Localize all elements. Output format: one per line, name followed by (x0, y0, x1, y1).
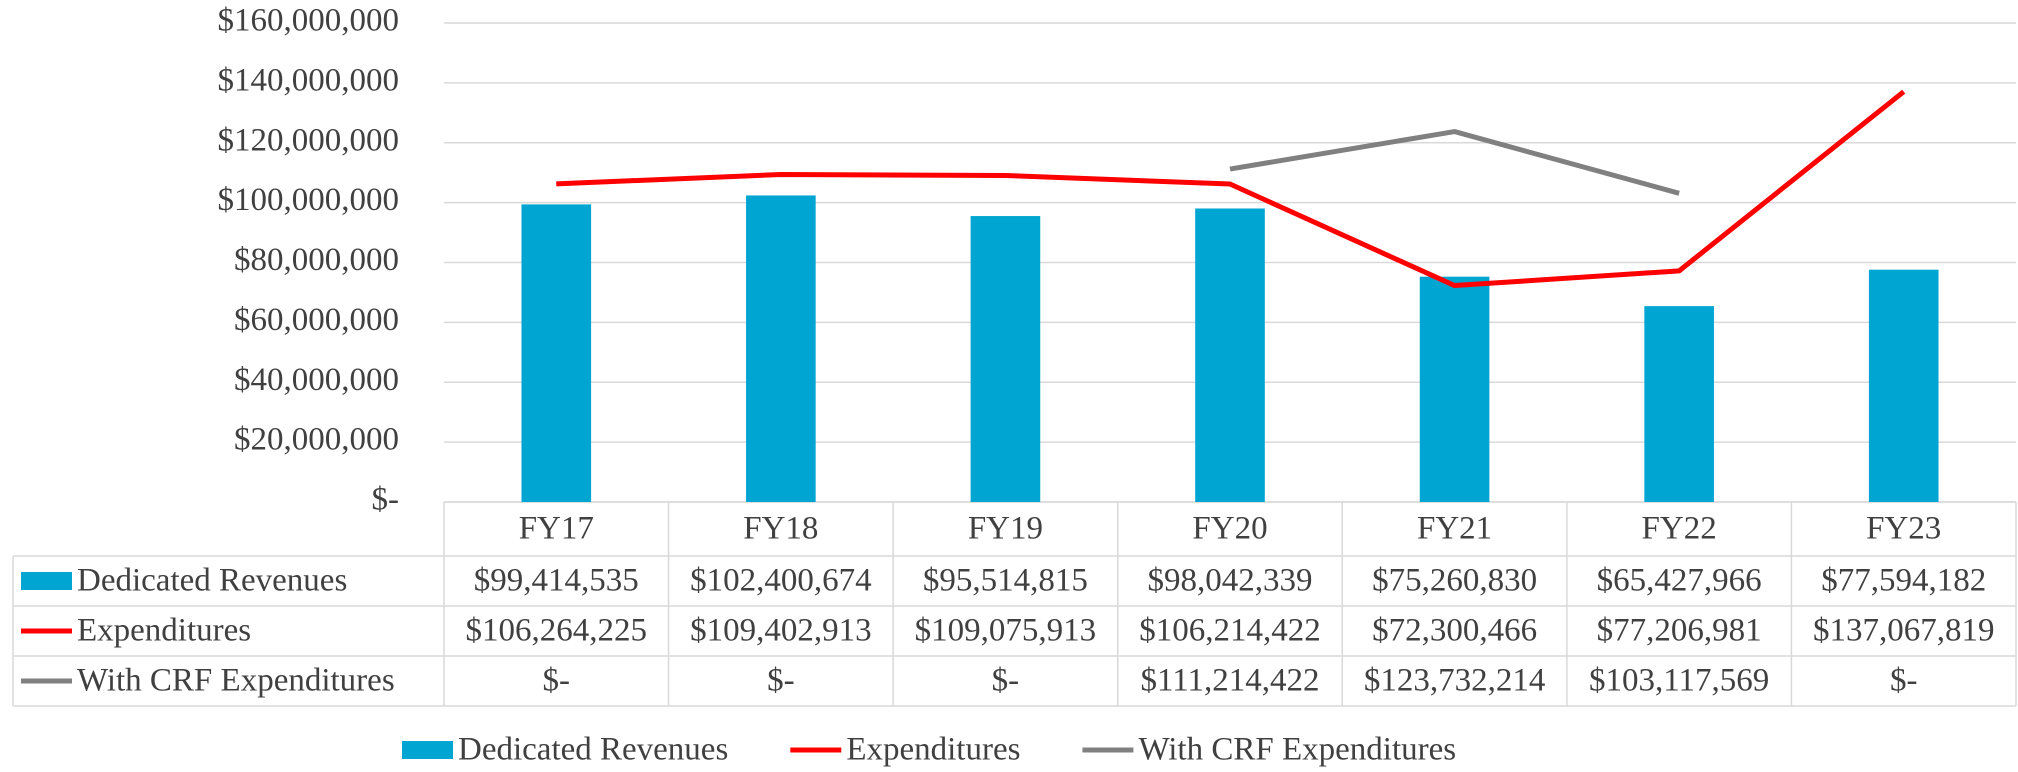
y-tick-label: $160,000,000 (218, 3, 400, 39)
y-tick-label: $40,000,000 (234, 362, 399, 398)
legend-label: Expenditures (846, 732, 1020, 768)
table-value: $77,206,981 (1597, 613, 1762, 649)
table-value: $111,214,422 (1140, 663, 1319, 699)
y-tick-label: $120,000,000 (218, 122, 400, 158)
legend-key (402, 741, 453, 759)
row-label: With CRF Expenditures (77, 663, 395, 699)
table-value: $95,514,815 (923, 563, 1088, 599)
y-tick-label: $60,000,000 (234, 302, 399, 338)
line (1229, 129, 1680, 196)
y-tick-label: $20,000,000 (234, 422, 399, 458)
table-value: $109,402,913 (690, 613, 872, 649)
table-value: $- (767, 663, 795, 699)
table-value: $102,400,674 (690, 563, 872, 599)
x-tick-label: FY21 (1417, 511, 1492, 547)
table-value: $99,414,535 (474, 563, 639, 599)
table-key (21, 572, 72, 590)
x-tick-label: FY19 (968, 511, 1043, 547)
table-value: $72,300,466 (1372, 613, 1537, 649)
table-value: $75,260,830 (1372, 563, 1537, 599)
bar (1195, 208, 1265, 502)
table-value: $106,214,422 (1139, 613, 1321, 649)
bar (746, 195, 816, 502)
bar (970, 216, 1041, 502)
y-tick-label: $140,000,000 (218, 62, 400, 98)
table-value: $103,117,569 (1589, 663, 1769, 699)
x-tick-label: FY17 (519, 511, 594, 547)
table-value: $109,075,913 (915, 613, 1097, 649)
bar (1868, 269, 1939, 502)
line (556, 89, 1906, 289)
legend-label: With CRF Expenditures (1138, 732, 1456, 768)
y-tick-label: $- (372, 482, 400, 518)
table-value: $123,732,214 (1364, 663, 1546, 699)
legend-label: Dedicated Revenues (458, 732, 728, 768)
x-tick-label: FY23 (1866, 511, 1941, 547)
table-value: $- (1890, 663, 1918, 699)
row-label: Dedicated Revenues (77, 563, 347, 599)
table-value: $98,042,339 (1148, 563, 1313, 599)
bar (1644, 306, 1714, 502)
bar (1419, 276, 1490, 502)
table-value: $106,264,225 (466, 613, 648, 649)
bar (521, 204, 592, 502)
table-value: $- (543, 663, 571, 699)
table-value: $65,427,966 (1597, 563, 1762, 599)
table-value: $- (992, 663, 1020, 699)
x-tick-label: FY20 (1192, 511, 1267, 547)
table-value: $77,594,182 (1821, 563, 1986, 599)
table-value: $137,067,819 (1813, 613, 1995, 649)
y-tick-label: $80,000,000 (234, 242, 399, 278)
row-label: Expenditures (77, 613, 251, 649)
x-tick-label: FY22 (1642, 511, 1717, 547)
x-tick-label: FY18 (743, 511, 818, 547)
y-tick-label: $100,000,000 (218, 182, 400, 218)
